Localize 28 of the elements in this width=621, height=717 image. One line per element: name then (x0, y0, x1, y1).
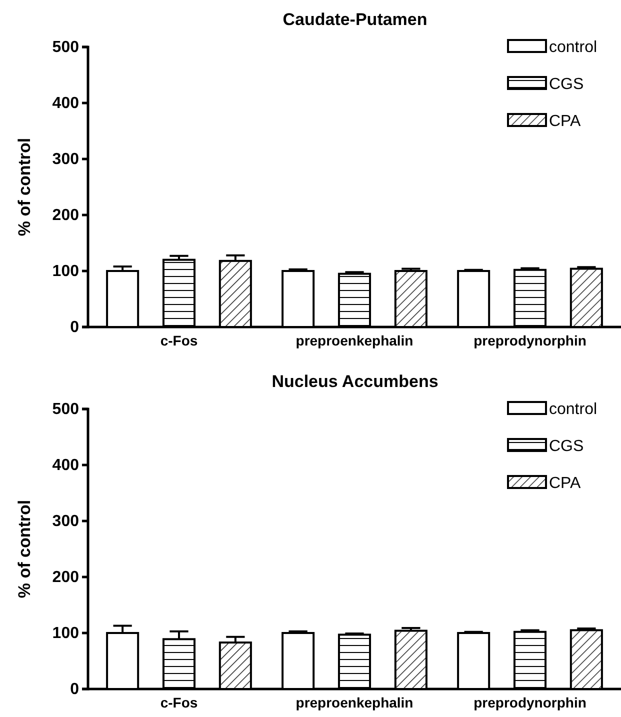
y-tick-label: 300 (52, 513, 80, 530)
x-tick-label: preproenkephalin (296, 694, 414, 710)
y-tick-label: 0 (70, 681, 80, 698)
x-tick-label: preproenkephalin (296, 332, 414, 348)
y-tick-label: 200 (52, 207, 80, 224)
y-tick-label: 500 (52, 39, 80, 56)
y-tick-label: 100 (52, 625, 80, 642)
legend-label: CPA (549, 113, 582, 130)
x-tick-label: preprodynorphin (474, 332, 586, 348)
legend-label: control (549, 39, 598, 56)
legend-label: CGS (549, 76, 584, 93)
y-tick-label: 100 (52, 263, 80, 280)
y-tick-label: 300 (52, 151, 80, 168)
chart-title: Caudate-Putamen (282, 10, 428, 29)
legend-label: control (549, 401, 598, 418)
legend-label: CGS (549, 438, 584, 455)
chart-title: Nucleus Accumbens (272, 372, 438, 391)
x-tick-label: preprodynorphin (474, 694, 586, 710)
y-tick-label: 0 (70, 319, 80, 336)
x-tick-label: c-Fos (160, 694, 198, 710)
y-tick-label: 400 (52, 457, 80, 474)
x-tick-label: c-Fos (160, 332, 198, 348)
y-tick-label: 400 (52, 95, 80, 112)
y-axis-title: % of control (15, 500, 34, 598)
y-tick-label: 500 (52, 401, 80, 418)
y-axis-title: % of control (15, 138, 34, 236)
y-tick-label: 200 (52, 569, 80, 586)
legend-label: CPA (549, 475, 582, 492)
